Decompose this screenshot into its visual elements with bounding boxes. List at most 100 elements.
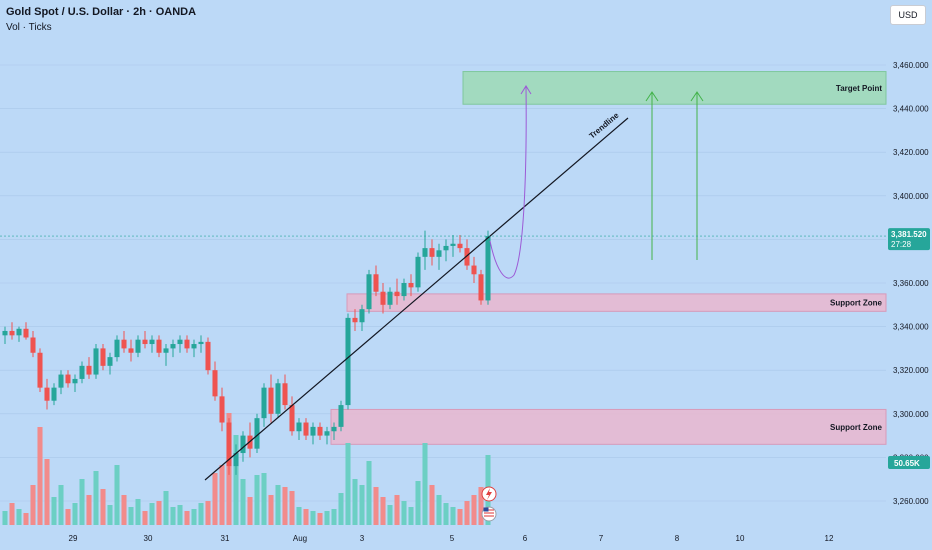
candle-body [100, 348, 106, 366]
flag-canton [483, 507, 489, 512]
volume-bar [366, 461, 372, 525]
volume-bar [359, 485, 365, 525]
candle-body [170, 344, 176, 349]
candle-body [191, 344, 197, 349]
candle-body [44, 387, 50, 401]
trendline [204, 117, 629, 481]
date-tick-label: 6 [523, 534, 528, 543]
date-tick-label: 3 [360, 534, 365, 543]
candle-body [30, 337, 36, 353]
candle-body [226, 422, 232, 467]
date-tick-label: 5 [450, 534, 455, 543]
volume-bar [240, 479, 246, 525]
volume-bar [100, 489, 106, 525]
volume-bar [219, 465, 225, 525]
current-price-tag [888, 228, 930, 251]
volume-bar [345, 443, 351, 525]
price-tick-label: 3,300.000 [893, 410, 929, 419]
support-zone [330, 408, 887, 445]
candle-body [422, 248, 428, 257]
zone-label: Support Zone [830, 299, 883, 308]
date-tick-label: Aug [293, 534, 307, 543]
volume-bar [408, 507, 414, 525]
volume-bar [261, 473, 267, 525]
volume-bar [135, 499, 141, 525]
volume-bar [79, 479, 85, 525]
volume-bar [198, 503, 204, 525]
volume-bar [457, 509, 463, 525]
volume-bar [170, 507, 176, 525]
volume-bar [310, 511, 316, 525]
candle-body [233, 453, 239, 467]
volume-bar [282, 487, 288, 525]
candle-body [282, 383, 288, 406]
candle-body [303, 422, 309, 436]
candle-body [121, 339, 127, 349]
volume-bar [331, 509, 337, 525]
volume-bar [401, 501, 407, 525]
volume-bar [2, 511, 8, 525]
candle-body [86, 365, 92, 375]
candle-body [338, 405, 344, 427]
candle-body [408, 283, 414, 288]
projection-arrowhead [520, 85, 532, 95]
candle-body [324, 431, 330, 436]
date-tick-label: 12 [825, 534, 834, 543]
volume-bar [51, 497, 57, 525]
date-tick-label: 10 [736, 534, 745, 543]
volume-bar [317, 513, 323, 525]
volume-bar [163, 491, 169, 525]
support-zone [346, 293, 887, 312]
volume-bar [30, 485, 36, 525]
countdown-label: 27:28 [891, 240, 912, 249]
candle-body [212, 370, 218, 397]
volume-bar [254, 475, 260, 525]
target-zone [462, 71, 887, 105]
candle-body [394, 291, 400, 297]
volume-bar [373, 487, 379, 525]
volume-bar [233, 435, 239, 525]
volume-bar [58, 485, 64, 525]
candle-body [450, 243, 456, 246]
volume-bar [478, 487, 484, 525]
volume-bar [247, 497, 253, 525]
currency-button[interactable]: USD [890, 5, 926, 25]
candle-body [436, 250, 442, 257]
volume-bar [450, 507, 456, 525]
date-tick-label: 29 [69, 534, 78, 543]
candle-body [240, 435, 246, 454]
volume-bar [156, 501, 162, 525]
date-tick-label: 30 [144, 534, 153, 543]
candle-body [9, 330, 15, 336]
candle-body [429, 248, 435, 257]
volume-bar [429, 485, 435, 525]
price-tick-label: 3,460.000 [893, 61, 929, 70]
volume-bar [44, 459, 50, 525]
volume-bar [121, 495, 127, 525]
lightning-glyph-icon [486, 488, 492, 500]
candle-body [142, 339, 148, 345]
candle-body [93, 348, 99, 375]
candle-body [79, 365, 85, 379]
candle-body [254, 418, 260, 449]
price-tick-label: 3,260.000 [893, 497, 929, 506]
candle-body [478, 274, 484, 301]
target-arrowhead [690, 91, 704, 102]
volume-bar [464, 501, 470, 525]
volume-bar [380, 497, 386, 525]
candle-body [261, 387, 267, 419]
candle-body [219, 396, 225, 423]
candle-body [72, 378, 78, 384]
date-tick-label: 8 [675, 534, 680, 543]
price-tick-label: 3,440.000 [893, 105, 929, 114]
volume-bar [86, 495, 92, 525]
candle-body [16, 328, 22, 336]
zone-label: Support Zone [830, 423, 883, 432]
candle-body [457, 243, 463, 249]
candle-body [268, 387, 274, 414]
candle-body [107, 357, 113, 366]
volume-bar [149, 503, 155, 525]
trendline-label: Trendline [588, 110, 621, 140]
price-tick-label: 3,360.000 [893, 279, 929, 288]
